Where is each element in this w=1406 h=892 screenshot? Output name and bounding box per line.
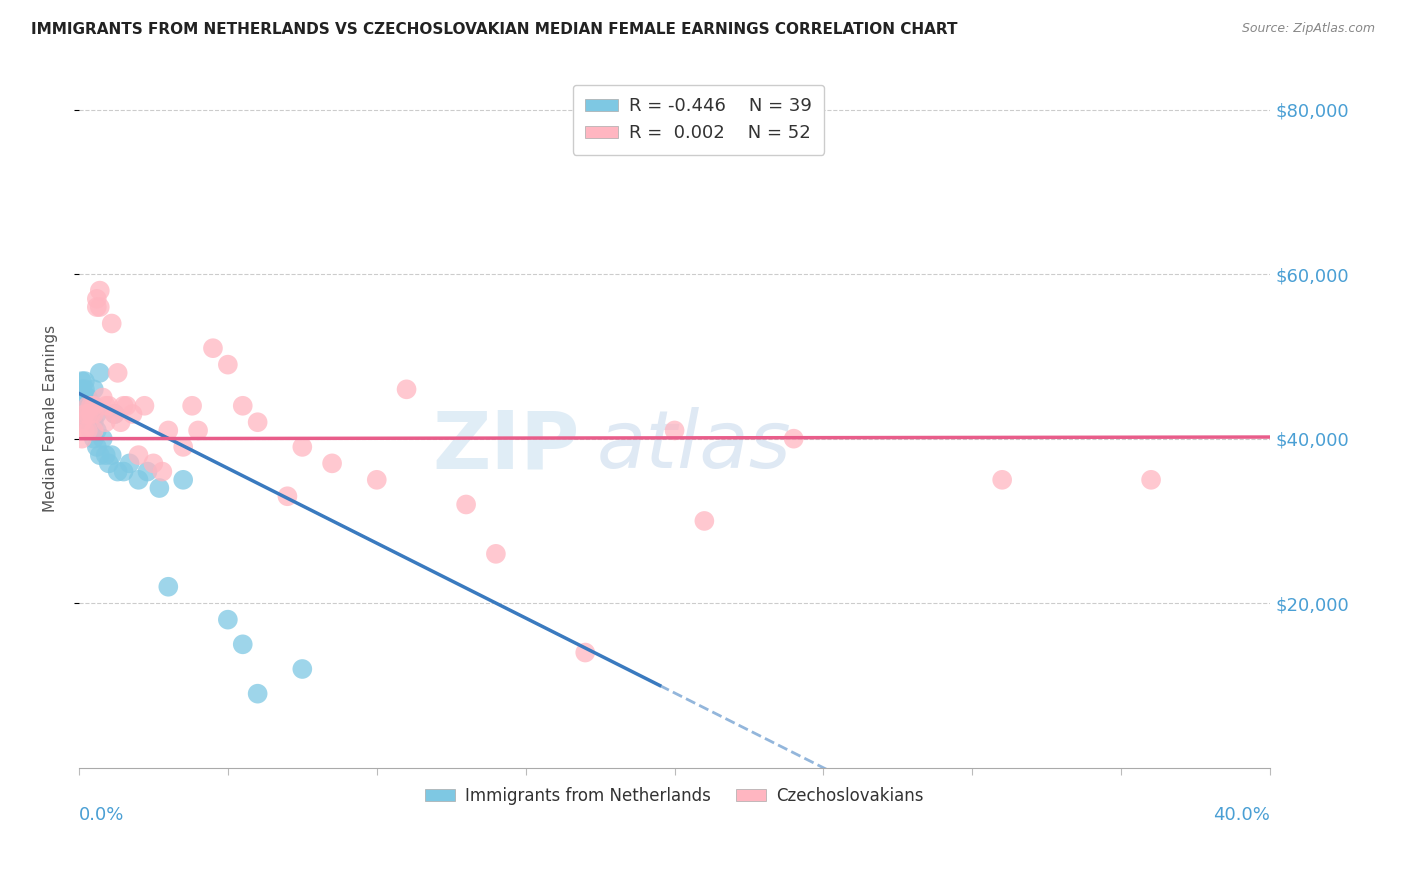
Point (366, 473, 388, 487)
Point (77, 407, 100, 421)
Point (77, 407, 100, 421)
Point (80, 399, 103, 413)
Point (89, 284, 111, 298)
Point (70, 432, 93, 446)
Point (94, 399, 117, 413)
Point (94, 448, 117, 462)
Point (83, 432, 105, 446)
Point (115, 399, 138, 413)
Point (94, 415, 117, 429)
Point (172, 473, 194, 487)
Point (91, 432, 114, 446)
Point (217, 358, 239, 372)
Point (107, 366, 129, 380)
Text: Source: ZipAtlas.com: Source: ZipAtlas.com (1241, 22, 1375, 36)
Point (181, 399, 204, 413)
Point (110, 415, 132, 429)
Point (86, 292, 108, 306)
Point (201, 341, 224, 355)
Point (70, 382, 93, 396)
Point (112, 399, 135, 413)
Point (80, 399, 103, 413)
Point (104, 407, 127, 421)
Text: 40.0%: 40.0% (1213, 806, 1270, 824)
Point (217, 613, 239, 627)
Point (136, 465, 159, 479)
Point (157, 424, 180, 438)
Point (77, 399, 100, 413)
Point (232, 637, 254, 651)
Point (83, 382, 105, 396)
Point (395, 382, 418, 396)
Point (783, 432, 806, 446)
Point (1140, 473, 1163, 487)
Point (77, 399, 100, 413)
Point (70, 415, 93, 429)
Point (134, 399, 156, 413)
Point (73, 407, 96, 421)
Point (89, 366, 111, 380)
Point (118, 456, 141, 470)
Point (991, 473, 1014, 487)
Point (172, 440, 194, 454)
Text: IMMIGRANTS FROM NETHERLANDS VS CZECHOSLOVAKIAN MEDIAN FEMALE EARNINGS CORRELATIO: IMMIGRANTS FROM NETHERLANDS VS CZECHOSLO… (31, 22, 957, 37)
Point (80, 424, 103, 438)
Point (321, 456, 343, 470)
Point (693, 514, 716, 528)
Point (246, 687, 269, 701)
Point (70, 374, 93, 388)
Point (142, 456, 165, 470)
Point (73, 391, 96, 405)
Point (83, 424, 105, 438)
Point (157, 580, 180, 594)
Point (100, 317, 122, 331)
Point (73, 424, 96, 438)
Point (77, 424, 100, 438)
Point (83, 399, 105, 413)
Point (73, 374, 96, 388)
Point (485, 547, 508, 561)
Point (148, 481, 170, 495)
Point (86, 424, 108, 438)
Text: 0.0%: 0.0% (79, 806, 124, 824)
Point (77, 415, 100, 429)
Text: atlas: atlas (598, 407, 792, 485)
Point (112, 465, 135, 479)
Point (83, 407, 105, 421)
Point (97, 399, 120, 413)
Point (128, 448, 150, 462)
Point (664, 424, 686, 438)
Point (187, 424, 209, 438)
Point (86, 300, 108, 314)
Point (89, 300, 111, 314)
Point (80, 415, 103, 429)
Point (121, 407, 143, 421)
Point (128, 473, 150, 487)
Point (232, 399, 254, 413)
Point (97, 456, 120, 470)
Point (291, 662, 314, 676)
Point (246, 415, 269, 429)
Point (89, 448, 111, 462)
Point (91, 391, 114, 405)
Point (86, 440, 108, 454)
Point (83, 399, 105, 413)
Point (291, 440, 314, 454)
Point (456, 498, 478, 512)
Y-axis label: Median Female Earnings: Median Female Earnings (44, 325, 58, 512)
Text: ZIP: ZIP (432, 407, 579, 485)
Legend: Immigrants from Netherlands, Czechoslovakians: Immigrants from Netherlands, Czechoslova… (419, 780, 931, 812)
Point (86, 407, 108, 421)
Point (80, 407, 103, 421)
Point (80, 407, 103, 421)
Point (73, 382, 96, 396)
Point (150, 465, 173, 479)
Point (107, 465, 129, 479)
Point (83, 415, 105, 429)
Point (104, 407, 127, 421)
Point (276, 489, 298, 503)
Point (574, 646, 596, 660)
Point (77, 391, 100, 405)
Point (100, 448, 122, 462)
